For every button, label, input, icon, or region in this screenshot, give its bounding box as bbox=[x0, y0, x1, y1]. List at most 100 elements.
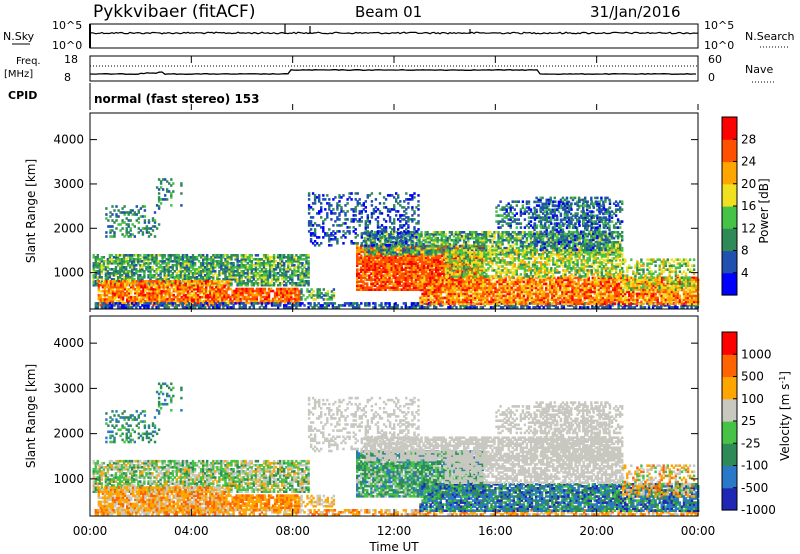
power-cell-811 bbox=[228, 258, 231, 261]
power-cell-91 bbox=[106, 262, 110, 265]
power-cell-148 bbox=[116, 258, 120, 261]
power-cell-451 bbox=[169, 276, 172, 279]
power-cell-181 bbox=[122, 276, 126, 279]
power-cell-275 bbox=[137, 256, 140, 259]
power-cell-528 bbox=[181, 262, 185, 265]
power-cell-946 bbox=[250, 254, 253, 257]
date-title: 31/Jan/2016 bbox=[590, 3, 681, 21]
power-cell-219 bbox=[129, 278, 132, 281]
power-cell-768 bbox=[222, 272, 225, 275]
power-cell-902 bbox=[244, 272, 247, 275]
power-cell-250 bbox=[133, 266, 136, 269]
power-cell-3089 bbox=[382, 274, 385, 277]
power-cell-1011 bbox=[262, 264, 266, 267]
power-cell-848 bbox=[236, 282, 239, 285]
power-cell-85 bbox=[106, 276, 110, 279]
power-cell-180 bbox=[122, 278, 126, 281]
power-cell-2531 bbox=[374, 302, 377, 305]
power-cell-440 bbox=[167, 270, 170, 273]
power-cell-972 bbox=[256, 272, 260, 275]
power-cell-311 bbox=[145, 268, 148, 271]
power-cell-1208 bbox=[297, 274, 300, 277]
power-cell-515 bbox=[179, 266, 183, 269]
power-cell-2551 bbox=[400, 306, 403, 309]
power-cell-414 bbox=[163, 272, 166, 275]
power-cell-865 bbox=[238, 278, 241, 281]
freq-label: Freq. bbox=[16, 56, 41, 67]
power-cell-2231 bbox=[300, 288, 303, 291]
power-cell-295 bbox=[141, 266, 144, 269]
power-cell-513 bbox=[179, 270, 183, 273]
power-cell-1879 bbox=[207, 289, 210, 293]
power-cell-773 bbox=[222, 256, 225, 259]
power-cell-4159 bbox=[375, 242, 379, 246]
power-cell-840 bbox=[234, 276, 237, 279]
power-cell-2535 bbox=[380, 302, 383, 305]
power-cell-280 bbox=[139, 276, 142, 279]
power-cell-976 bbox=[256, 260, 260, 263]
power-cell-2353 bbox=[167, 306, 170, 309]
power-cell-499 bbox=[177, 276, 181, 279]
power-cell-1593 bbox=[154, 280, 157, 283]
power-cell-3538 bbox=[426, 272, 430, 275]
power-cell-924 bbox=[248, 278, 251, 281]
power-cell-50 bbox=[98, 258, 101, 261]
power-cell-284 bbox=[139, 266, 142, 269]
power-cell-655 bbox=[202, 262, 205, 265]
power-cell-851 bbox=[236, 274, 239, 277]
power-cell-328 bbox=[147, 258, 150, 261]
power-cell-609 bbox=[193, 268, 197, 271]
power-cell-66 bbox=[102, 268, 106, 271]
power-cell-1267 bbox=[307, 280, 310, 283]
power-cell-553 bbox=[185, 268, 189, 271]
nsky-label: N.Sky bbox=[3, 30, 35, 43]
power-cell-732 bbox=[216, 283, 219, 287]
power-cell-465 bbox=[171, 268, 174, 271]
power-cell-1546 bbox=[146, 280, 149, 283]
power-cell-757 bbox=[220, 272, 223, 275]
power-cell-578 bbox=[189, 278, 193, 281]
power-cell-314 bbox=[145, 258, 148, 261]
power-cell-339 bbox=[149, 268, 152, 271]
power-cell-99 bbox=[108, 272, 112, 275]
power-cell-930 bbox=[248, 260, 251, 263]
power-cell-397 bbox=[159, 254, 162, 257]
power-cell-536 bbox=[183, 278, 187, 281]
power-cell-358 bbox=[153, 270, 156, 273]
power-cell-567 bbox=[187, 272, 191, 275]
power-cell-320 bbox=[147, 276, 150, 279]
power-cell-264 bbox=[135, 258, 138, 261]
power-cell-357 bbox=[153, 274, 156, 277]
power-cell-43 bbox=[98, 272, 101, 275]
power-cell-222 bbox=[129, 270, 132, 273]
power-cell-87 bbox=[106, 272, 110, 275]
power-cell-907 bbox=[244, 258, 247, 261]
power-cell-909 bbox=[244, 254, 247, 257]
power-cell-2075 bbox=[251, 287, 254, 291]
power-cell-805 bbox=[228, 274, 231, 277]
power-cell-4410 bbox=[434, 231, 437, 234]
power-cell-2410 bbox=[230, 302, 233, 305]
freq-series bbox=[89, 69, 696, 75]
power-cell-854 bbox=[236, 268, 239, 271]
power-cell-431 bbox=[165, 264, 168, 267]
power-cell-408 bbox=[161, 254, 164, 257]
power-cell-473 bbox=[173, 276, 176, 279]
power-cell-239 bbox=[131, 262, 134, 265]
power-cell-503 bbox=[177, 262, 181, 265]
power-cell-46 bbox=[98, 266, 101, 269]
power-cell-844 bbox=[234, 258, 237, 261]
power-cell-108 bbox=[110, 278, 114, 281]
power-cell-1278 bbox=[307, 254, 310, 257]
power-cell-643 bbox=[199, 256, 203, 259]
power-cell-138 bbox=[114, 254, 118, 257]
power-cell-809 bbox=[228, 266, 231, 269]
power-cell-10 bbox=[92, 262, 95, 265]
power-cell-888 bbox=[242, 282, 245, 285]
power-cell-4728 bbox=[511, 231, 514, 234]
power-cell-4449 bbox=[444, 233, 448, 236]
power-cell-382 bbox=[157, 268, 160, 271]
power-cell-2403 bbox=[222, 302, 225, 305]
power-cell-821 bbox=[230, 268, 233, 271]
power-cell-491 bbox=[175, 260, 178, 263]
